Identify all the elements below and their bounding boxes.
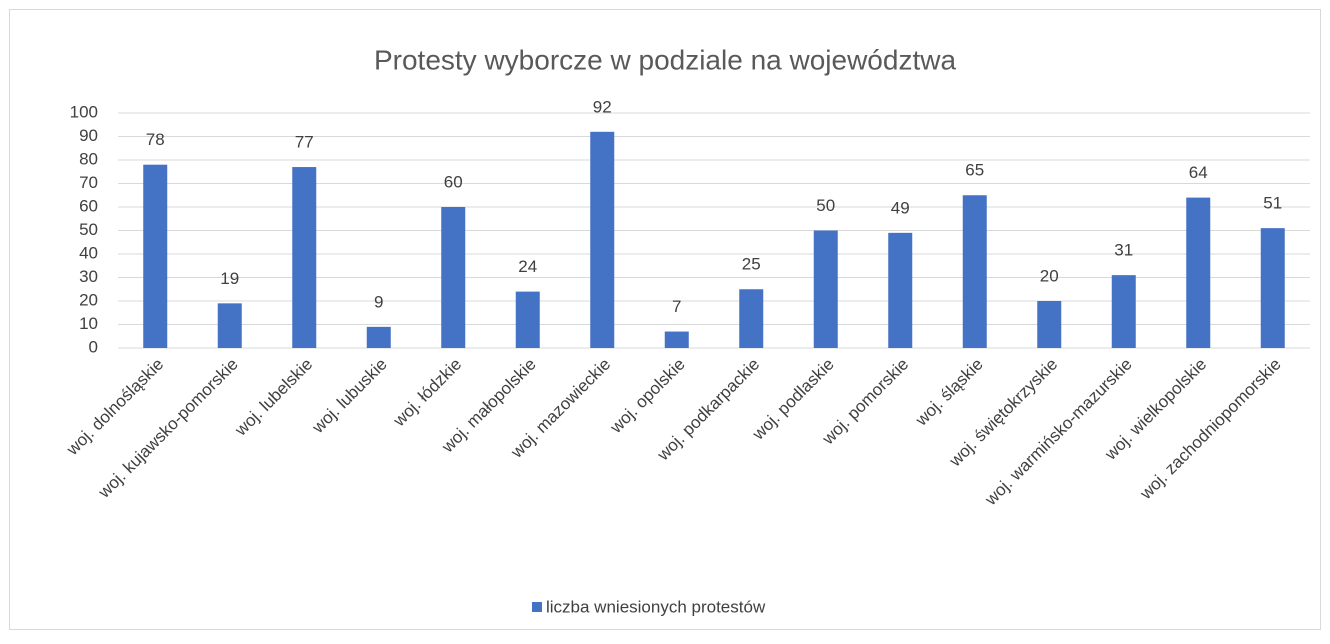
legend-label: liczba wniesionych protestów xyxy=(546,597,766,616)
bar xyxy=(1111,275,1136,348)
y-tick-label: 10 xyxy=(79,314,98,333)
bar xyxy=(143,164,168,348)
bar xyxy=(664,331,689,348)
bar xyxy=(1260,228,1285,348)
y-tick-label: 70 xyxy=(79,173,98,192)
y-tick-label: 100 xyxy=(70,102,98,121)
data-label: 60 xyxy=(444,172,463,191)
y-tick-label: 40 xyxy=(79,243,98,262)
data-label: 77 xyxy=(295,133,314,152)
data-label: 51 xyxy=(1263,194,1282,213)
bar xyxy=(1186,197,1211,348)
bar xyxy=(366,326,391,348)
data-label: 78 xyxy=(146,130,165,149)
bar xyxy=(1037,301,1062,348)
data-label: 92 xyxy=(593,97,612,116)
bar xyxy=(739,289,764,348)
y-tick-label: 90 xyxy=(79,126,98,145)
data-label: 20 xyxy=(1040,266,1059,285)
data-label: 7 xyxy=(672,297,681,316)
data-label: 9 xyxy=(374,292,383,311)
bar xyxy=(888,232,913,348)
data-label: 50 xyxy=(816,196,835,215)
data-label: 25 xyxy=(742,255,761,274)
y-tick-label: 30 xyxy=(79,267,98,286)
data-label: 64 xyxy=(1189,163,1208,182)
data-label: 49 xyxy=(891,198,910,217)
data-label: 19 xyxy=(220,269,239,288)
data-label: 65 xyxy=(965,161,984,180)
bar xyxy=(962,195,987,348)
y-tick-label: 0 xyxy=(89,337,98,356)
y-tick-label: 50 xyxy=(79,220,98,239)
y-tick-label: 20 xyxy=(79,290,98,309)
y-tick-label: 60 xyxy=(79,196,98,215)
data-label: 24 xyxy=(518,257,537,276)
bar xyxy=(813,230,838,348)
y-tick-label: 80 xyxy=(79,149,98,168)
legend-swatch xyxy=(532,602,542,612)
bar xyxy=(217,303,242,348)
bar xyxy=(590,131,615,348)
bar xyxy=(515,291,540,348)
data-label: 31 xyxy=(1114,241,1133,260)
chart-title: Protesty wyborcze w podziale na wojewódz… xyxy=(374,44,956,75)
bar xyxy=(441,207,466,348)
bar xyxy=(292,167,317,348)
